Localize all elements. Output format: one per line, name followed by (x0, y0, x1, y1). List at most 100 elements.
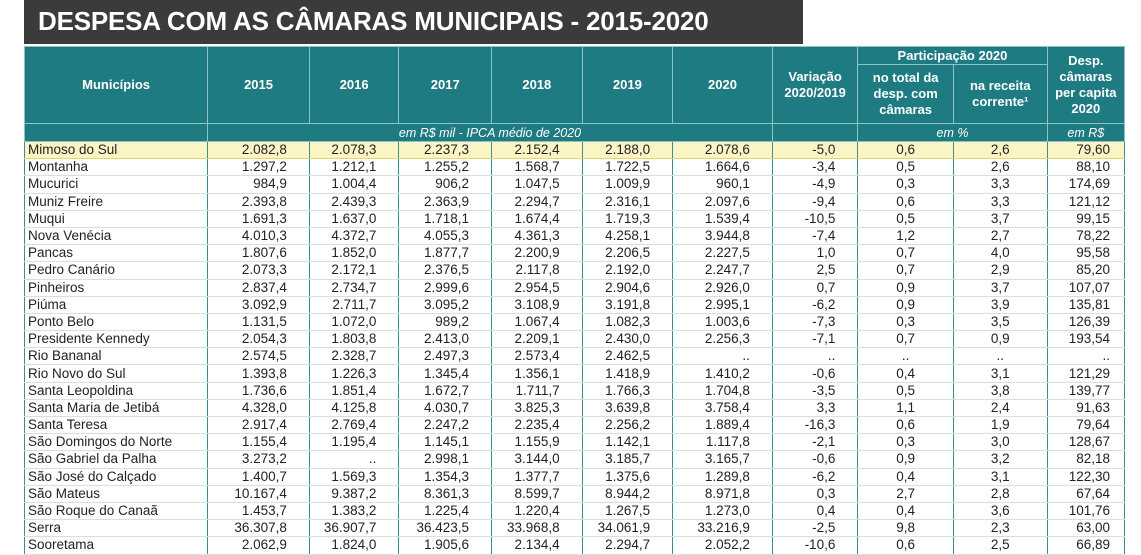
cell-value: 2.188,0 (581, 140, 674, 160)
cell-per-capita: 135,81 (1046, 296, 1126, 314)
header-variacao: Variação 2020/2019 (771, 46, 859, 124)
cell-value: 2.316,1 (581, 193, 674, 211)
header-year: 2016 (308, 46, 400, 124)
cell-municipio: Montanha (23, 158, 209, 177)
cell-no-total: 0,4 (857, 364, 954, 383)
cell-municipio: Piúma (23, 296, 209, 314)
table-row: Santa Maria de Jetibá 4.328,0 4.125,8 4.030… (23, 399, 1126, 418)
table-row: Piúma 3.092,9 2.711,7 3.095,2 3.108,9 3.191,8… (23, 296, 1126, 314)
cell-no-total: 0,7 (857, 261, 954, 280)
cell-variacao: 0,3 (771, 485, 859, 503)
cell-value: 1.004,4 (308, 175, 400, 194)
cell-value: 2.172,1 (308, 261, 400, 280)
cell-no-total: 0,3 (857, 175, 954, 194)
cell-value: 2.574,5 (207, 347, 310, 366)
cell-na-receita: 0,9 (952, 330, 1048, 349)
cell-na-receita: 3,3 (952, 193, 1048, 211)
cell-no-total: 0,7 (857, 330, 954, 349)
cell-variacao: -16,3 (771, 416, 859, 435)
cell-value: 2.052,2 (672, 536, 773, 555)
cell-no-total: 0,9 (857, 450, 954, 469)
cell-na-receita: 3,5 (952, 313, 1048, 332)
cell-value: 36.907,7 (308, 519, 400, 538)
cell-value: 1.889,4 (672, 416, 773, 435)
cell-value: 2.097,6 (672, 193, 773, 211)
cell-value: 2.206,5 (581, 244, 674, 263)
cell-municipio: São Roque do Canaã (23, 502, 209, 521)
cell-na-receita: 4,0 (952, 244, 1048, 263)
table-row: São Gabriel da Palha 3.273,2.. 2.998,1 3.14… (23, 450, 1126, 469)
cell-per-capita: 139,77 (1046, 382, 1126, 400)
cell-per-capita: 193,54 (1046, 330, 1126, 349)
cell-no-total: 0,3 (857, 433, 954, 452)
cell-value: 2.998,1 (398, 450, 493, 469)
cell-na-receita: 3,2 (952, 450, 1048, 469)
cell-value: 2.363,9 (398, 193, 493, 211)
table-row: Muqui 1.691,3 1.637,0 1.718,1 1.674,4 1.719,3… (23, 210, 1126, 228)
cell-no-total: 0,9 (857, 296, 954, 314)
cell-no-total: 0,6 (857, 416, 954, 435)
cell-value: 1.851,4 (308, 382, 400, 400)
cell-value: 2.294,7 (491, 193, 583, 211)
cell-value: 2.062,9 (207, 536, 310, 555)
cell-per-capita: 99,15 (1046, 210, 1126, 228)
cell-value: 3.165,7 (672, 450, 773, 469)
data-table-container: Municípios 2015 2016 2017 2018 2019 2020… (23, 45, 1126, 555)
cell-na-receita: 3,3 (952, 175, 1048, 194)
header-desp-capita: Desp. câmaras per capita 2020 (1046, 46, 1126, 124)
table-row: Rio Novo do Sul 1.393,8 1.226,3 1.345,4 1.35… (23, 364, 1126, 383)
cell-per-capita: 67,64 (1046, 485, 1126, 503)
cell-value: 2.078,3 (308, 140, 400, 160)
table-row: Santa Leopoldina 1.736,6 1.851,4 1.672,7 1.7… (23, 382, 1126, 400)
cell-municipio: Sooretama (23, 536, 209, 555)
cell-na-receita: .. (952, 347, 1048, 366)
cell-value: 1.131,5 (207, 313, 310, 332)
table-row: São Mateus 10.167,4 9.387,2 8.361,3 8.599,7 8… (23, 485, 1126, 503)
cell-value: 2.711,7 (308, 296, 400, 314)
header-unit-pct: em % (857, 123, 1048, 142)
cell-municipio: Santa Leopoldina (23, 382, 209, 400)
cell-na-receita: 2,3 (952, 519, 1048, 538)
cell-variacao: -4,9 (771, 175, 859, 194)
cell-value: 2.247,2 (398, 416, 493, 435)
cell-value: 1.400,7 (207, 468, 310, 486)
table-row: Serra 36.307,8 36.907,7 36.423,5 33.968,8 34.… (23, 519, 1126, 538)
cell-value: 34.061,9 (581, 519, 674, 538)
cell-variacao: -6,2 (771, 296, 859, 314)
cell-value: 4.030,7 (398, 399, 493, 418)
cell-variacao: -0,6 (771, 450, 859, 469)
cell-value: 3.191,8 (581, 296, 674, 314)
cell-variacao: 1,0 (771, 244, 859, 263)
cell-municipio: Pinheiros (23, 279, 209, 297)
cell-value: 1.047,5 (491, 175, 583, 194)
cell-value: 2.200,9 (491, 244, 583, 263)
cell-value: 3.108,9 (491, 296, 583, 314)
cell-per-capita: 174,69 (1046, 175, 1126, 194)
cell-value: 2.904,6 (581, 279, 674, 297)
cell-value: 2.917,4 (207, 416, 310, 435)
table-row: São Roque do Canaã 1.453,7 1.383,2 1.225,4 1… (23, 502, 1126, 521)
cell-na-receita: 3,0 (952, 433, 1048, 452)
cell-value: 36.423,5 (398, 519, 493, 538)
cell-no-total: 0,4 (857, 502, 954, 521)
cell-na-receita: 2,5 (952, 536, 1048, 555)
cell-variacao: 0,7 (771, 279, 859, 297)
table-row: Nova Venécia 4.010,3 4.372,7 4.055,3 4.361,3… (23, 227, 1126, 246)
cell-value: 8.599,7 (491, 485, 583, 503)
cell-value: 1.375,6 (581, 468, 674, 486)
table-row: Mucurici 984,9 1.004,4 906,2 1.047,5 1.009,9 9… (23, 175, 1126, 194)
cell-per-capita: 66,89 (1046, 536, 1126, 555)
cell-value: 4.258,1 (581, 227, 674, 246)
cell-value: 2.393,8 (207, 193, 310, 211)
cell-variacao: .. (771, 347, 859, 366)
cell-value: 3.273,2 (207, 450, 310, 469)
cell-value: 1.711,7 (491, 382, 583, 400)
cell-na-receita: 3,7 (952, 279, 1048, 297)
cell-na-receita: 3,9 (952, 296, 1048, 314)
cell-value: 1.704,8 (672, 382, 773, 400)
cell-no-total: 0,4 (857, 468, 954, 486)
cell-per-capita: 107,07 (1046, 279, 1126, 297)
cell-value: 1.539,4 (672, 210, 773, 228)
cell-value: 1.155,4 (207, 433, 310, 452)
cell-na-receita: 1,9 (952, 416, 1048, 435)
